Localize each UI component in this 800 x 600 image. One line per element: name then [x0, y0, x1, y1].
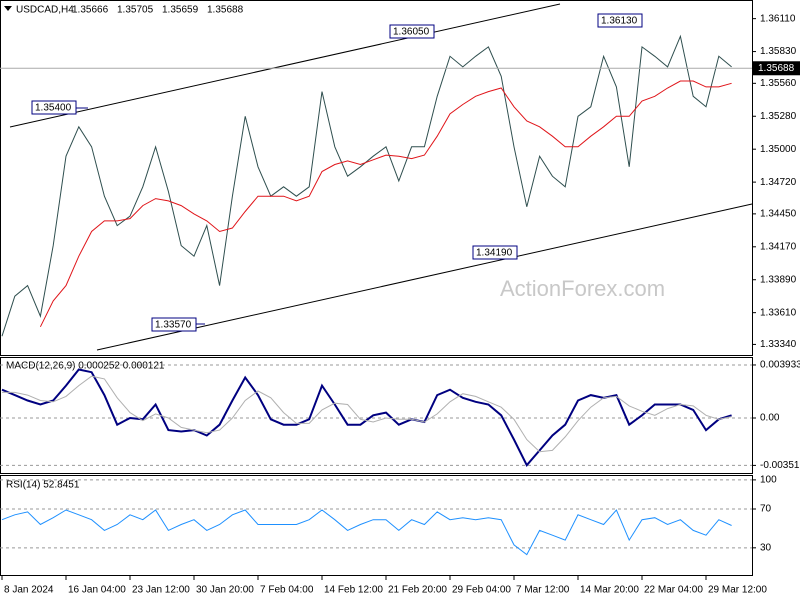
ohlc-close: 1.35688 [207, 5, 244, 16]
last-price-label: 1.35688 [758, 63, 795, 74]
series-line [1, 34, 732, 337]
y-tick-label: 30 [760, 542, 772, 553]
rsi-title: RSI(14) 52.8451 [6, 480, 80, 491]
ohlc-open: 1.35666 [72, 5, 109, 16]
annotation: 1.35400 [35, 103, 72, 114]
annotation-box [389, 24, 435, 39]
annotation: 1.34190 [476, 248, 513, 259]
rsi-panel [0, 475, 753, 576]
y-tick-label: 0.00 [760, 413, 780, 424]
chart-title: USDCAD,H4 [16, 5, 74, 16]
y-tick-label: 1.35830 [760, 46, 797, 57]
series-line [2, 375, 732, 453]
y-tick-label: -0.003516 [760, 460, 800, 471]
channel-lower [96, 203, 753, 351]
series-line [1, 368, 732, 467]
y-tick-label: 1.35560 [760, 78, 797, 89]
y-tick-label: 1.34170 [760, 241, 797, 252]
y-tick-label: 1.35000 [760, 144, 797, 155]
x-tick-label: 8 Jan 2024 [4, 585, 54, 596]
menu-arrow [4, 6, 12, 11]
annotation: 1.33570 [155, 320, 192, 331]
x-tick-label: 16 Jan 04:00 [68, 585, 126, 596]
x-tick-label: 22 Mar 04:00 [644, 585, 703, 596]
x-tick-label: 7 Mar 12:00 [516, 585, 570, 596]
y-tick-label: 70 [760, 504, 772, 515]
watermark: ActionForex.com [500, 276, 665, 301]
x-tick-label: 7 Feb 04:00 [260, 585, 314, 596]
macd-title: MACD(12,26,9) 0.000252 0.000121 [6, 361, 165, 372]
ohlc-high: 1.35705 [117, 5, 154, 16]
x-tick-label: 23 Jan 12:00 [132, 585, 190, 596]
y-tick-label: 1.33890 [760, 274, 797, 285]
annotation-box [472, 245, 518, 260]
x-tick-label: 14 Feb 12:00 [324, 585, 383, 596]
macd-panel [0, 357, 753, 474]
y-tick-label: 0.003933 [760, 360, 800, 371]
x-tick-label: 14 Mar 20:00 [580, 585, 639, 596]
y-tick-label: 1.33610 [760, 307, 797, 318]
annotation: 1.36130 [601, 16, 638, 27]
y-tick-label: 1.34450 [760, 209, 797, 220]
y-tick-label: 1.33340 [760, 339, 797, 350]
x-tick-label: 30 Jan 20:00 [196, 585, 254, 596]
y-tick-label: 100 [760, 475, 777, 486]
last-price-box [753, 61, 800, 76]
series-line [39, 80, 732, 328]
x-tick-label: 21 Feb 20:00 [388, 585, 447, 596]
annotation-box [597, 13, 643, 28]
y-tick-label: 1.34720 [760, 177, 797, 188]
channel-upper [9, 3, 561, 128]
price-panel [0, 0, 753, 356]
ohlc-low: 1.35659 [162, 5, 199, 16]
series-line [1, 509, 732, 556]
y-tick-label: 1.36110 [760, 13, 796, 24]
x-tick-label: 29 Feb 04:00 [452, 585, 511, 596]
annotations: 1.35400 1.36050 1.36130 1.34190 1.33570 [31, 13, 643, 332]
annotation: 1.36050 [393, 27, 430, 38]
x-tick-label: 29 Mar 12:00 [708, 585, 767, 596]
y-tick-label: 1.35280 [760, 111, 797, 122]
